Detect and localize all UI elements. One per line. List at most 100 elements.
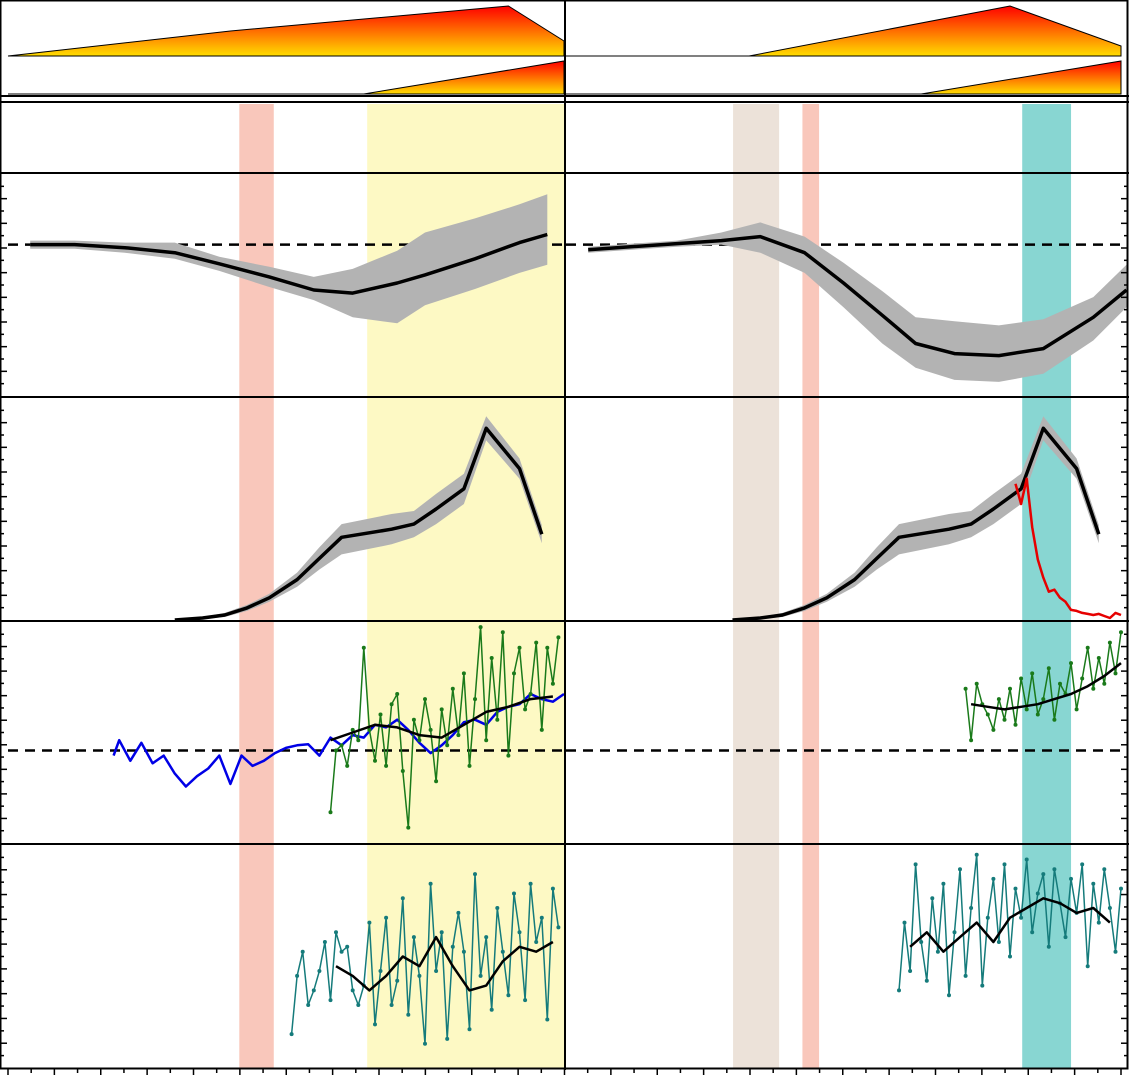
data-point-right-3-1-24 [1091, 686, 1096, 691]
data-point-left-3-2-19 [428, 727, 433, 732]
data-point-right-4-1-24 [1024, 857, 1029, 862]
data-point-left-4-1-28 [439, 930, 444, 935]
data-point-left-4-1-1 [289, 1032, 294, 1037]
legend-band-right-2 [802, 104, 820, 172]
data-point-left-3-2-29 [484, 738, 489, 743]
data-point-right-3-1-2 [969, 738, 974, 743]
data-point-right-4-1-37 [1096, 920, 1101, 925]
data-point-left-3-2-15 [406, 825, 411, 830]
data-point-left-3-2-21 [439, 707, 444, 712]
data-point-left-4-1-23 [411, 935, 416, 940]
data-point-left-4-1-11 [345, 944, 350, 949]
data-point-left-3-2-42 [556, 635, 561, 640]
data-point-left-3-2-24 [456, 733, 461, 738]
data-point-right-4-1-11 [952, 930, 957, 935]
heat-triangle-right-1 [566, 5, 1122, 57]
data-point-left-3-2-18 [423, 697, 427, 702]
data-point-left-3-2-8 [367, 727, 372, 732]
data-point-left-3-2-34 [512, 671, 516, 676]
data-point-left-4-1-8 [328, 998, 333, 1003]
data-point-right-3-1-29 [1119, 630, 1123, 635]
legend-band-left-2 [367, 104, 564, 172]
data-point-left-3-2-39 [539, 727, 544, 732]
data-point-right-3-1-3 [974, 681, 979, 686]
data-point-left-3-2-31 [495, 717, 500, 722]
data-point-right-3-1-25 [1096, 656, 1101, 660]
data-point-left-3-2-3 [339, 743, 344, 748]
heat-triangle-right-2 [566, 60, 1122, 95]
data-point-right-3-1-9 [1008, 686, 1012, 691]
data-point-right-4-1-31 [1063, 935, 1068, 940]
data-point-left-4-1-38 [495, 906, 500, 910]
band-right-2-2 [802, 398, 820, 620]
data-point-left-3-2-25 [461, 671, 466, 676]
data-point-left-3-2-33 [506, 753, 511, 758]
data-point-left-3-2-16 [411, 717, 416, 722]
data-point-left-3-2-23 [450, 686, 455, 691]
data-point-right-4-1-13 [963, 973, 968, 978]
data-point-left-4-1-39 [500, 949, 505, 954]
data-point-right-4-1-8 [935, 949, 940, 954]
data-point-left-4-1-49 [556, 925, 561, 930]
data-point-right-4-1-38 [1102, 867, 1107, 872]
legend-band-left-1 [239, 104, 274, 172]
data-point-left-3-2-36 [523, 707, 528, 712]
data-point-right-3-1-27 [1107, 640, 1112, 645]
band-right-1-2 [802, 174, 820, 396]
data-point-right-4-1-29 [1052, 867, 1057, 872]
data-point-left-3-2-40 [545, 645, 550, 650]
data-point-left-3-2-22 [445, 743, 450, 748]
data-point-left-4-1-30 [450, 944, 455, 949]
data-point-left-3-2-28 [478, 625, 483, 630]
data-point-right-4-1-10 [947, 993, 951, 998]
band-left-4-1 [239, 845, 274, 1068]
data-point-right-4-1-28 [1046, 944, 1051, 949]
data-point-right-4-1-7 [930, 896, 935, 901]
data-point-left-4-1-21 [400, 896, 405, 901]
data-point-left-4-1-31 [456, 910, 461, 915]
series-line-left-3-2 [329, 626, 560, 829]
data-point-left-4-1-44 [528, 881, 533, 886]
data-point-right-3-1-22 [1080, 676, 1085, 681]
data-point-left-4-1-18 [384, 915, 389, 920]
data-point-left-3-2-9 [373, 758, 377, 763]
data-point-right-4-1-3 [908, 969, 913, 973]
data-point-left-3-2-12 [389, 702, 394, 707]
data-point-left-4-1-42 [517, 930, 522, 935]
data-point-left-4-1-33 [467, 1027, 472, 1032]
data-point-right-3-1-11 [1019, 676, 1024, 681]
legend-band-right-1 [733, 104, 780, 172]
data-point-left-3-2-4 [345, 763, 350, 768]
data-point-left-4-1-43 [523, 998, 528, 1003]
data-point-right-4-1-20 [1002, 862, 1007, 867]
data-point-right-4-1-2 [902, 920, 907, 925]
heat-triangle-left-2 [8, 60, 565, 95]
data-point-left-4-1-17 [378, 969, 383, 973]
data-point-right-4-1-36 [1091, 881, 1096, 886]
uncertainty-band-right-1-1 [588, 222, 1127, 382]
data-point-left-3-2-2 [334, 748, 338, 753]
data-point-left-3-2-1 [328, 810, 333, 815]
data-point-left-3-2-6 [356, 738, 361, 743]
data-point-left-4-1-4 [306, 1003, 311, 1007]
data-point-left-4-1-7 [322, 940, 327, 944]
data-point-left-4-1-34 [473, 872, 477, 877]
legend-band-right-3 [1022, 104, 1072, 172]
series-line-right-4-2 [909, 897, 1111, 953]
data-point-left-4-1-2 [295, 973, 300, 978]
data-point-left-3-2-30 [489, 656, 494, 660]
data-point-left-4-1-45 [534, 940, 539, 944]
series-line-left-2-1 [174, 426, 544, 622]
data-point-right-4-1-1 [897, 988, 901, 993]
data-point-left-3-2-27 [473, 697, 477, 702]
data-point-right-3-1-15 [1041, 697, 1046, 702]
data-point-right-4-1-27 [1041, 872, 1046, 877]
data-point-left-4-1-20 [395, 978, 400, 983]
band-left-4-2 [367, 845, 564, 1068]
data-point-left-3-2-32 [500, 630, 505, 635]
data-point-right-4-1-18 [991, 876, 996, 881]
data-point-left-4-1-46 [539, 915, 544, 920]
data-point-right-4-1-6 [924, 978, 929, 983]
series-line-left-3-3 [330, 695, 554, 742]
